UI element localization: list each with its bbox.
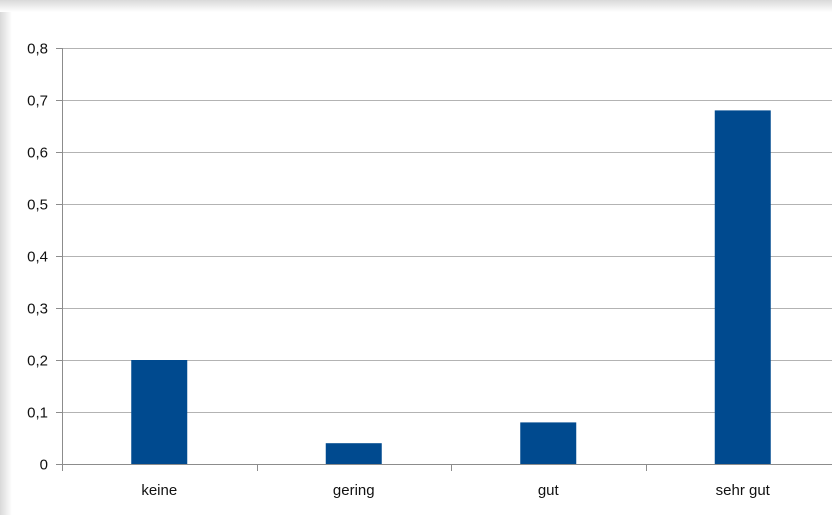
y-tick-label: 0,3 bbox=[27, 301, 48, 318]
bar-gering bbox=[325, 443, 382, 464]
y-tick-label: 0 bbox=[40, 457, 48, 474]
y-tick-label: 0,5 bbox=[27, 197, 48, 214]
x-tick-label: keine bbox=[141, 482, 177, 499]
bar-sehr-gut bbox=[714, 110, 771, 465]
y-tick-label: 0,2 bbox=[27, 353, 48, 370]
y-tick-label: 0,4 bbox=[27, 249, 48, 266]
x-axis-labels: keine gering gut sehr gut bbox=[141, 482, 770, 499]
x-tick-label: gut bbox=[538, 482, 560, 499]
x-tick-label: sehr gut bbox=[716, 482, 771, 499]
y-tick-label: 0,8 bbox=[27, 41, 48, 58]
y-tick-label: 0,7 bbox=[27, 93, 48, 110]
bar-keine bbox=[131, 360, 188, 464]
gridlines bbox=[62, 48, 832, 413]
x-axis bbox=[62, 464, 832, 471]
bars bbox=[131, 110, 771, 465]
bar-gut bbox=[520, 422, 577, 464]
y-axis-ticks: 0 0,1 0,2 0,3 0,4 0,5 0,6 0,7 0,8 bbox=[27, 41, 63, 474]
y-tick-label: 0,6 bbox=[27, 145, 48, 162]
x-tick-label: gering bbox=[333, 482, 375, 499]
y-tick-label: 0,1 bbox=[27, 405, 48, 422]
